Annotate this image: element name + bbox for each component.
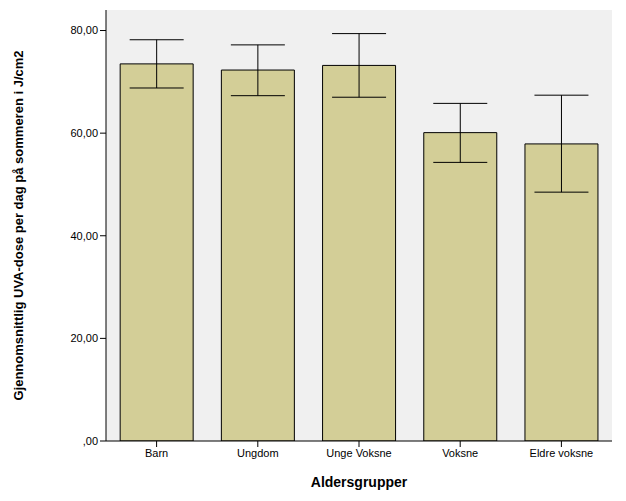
svg-text:40,00: 40,00	[70, 230, 98, 242]
svg-text:60,00: 60,00	[70, 127, 98, 139]
svg-text:Voksne: Voksne	[442, 447, 478, 459]
svg-text:Gjennomsnittlig UVA-dose per d: Gjennomsnittlig UVA-dose per dag på somm…	[11, 50, 26, 400]
svg-text:Unge Voksne: Unge Voksne	[326, 447, 391, 459]
svg-text:20,00: 20,00	[70, 332, 98, 344]
svg-text:Barn: Barn	[145, 447, 168, 459]
svg-text:Aldersgrupper: Aldersgrupper	[311, 474, 408, 490]
svg-text:,00: ,00	[83, 435, 98, 447]
svg-text:80,00: 80,00	[70, 24, 98, 36]
svg-text:Ungdom: Ungdom	[237, 447, 279, 459]
svg-text:Eldre voksne: Eldre voksne	[530, 447, 594, 459]
